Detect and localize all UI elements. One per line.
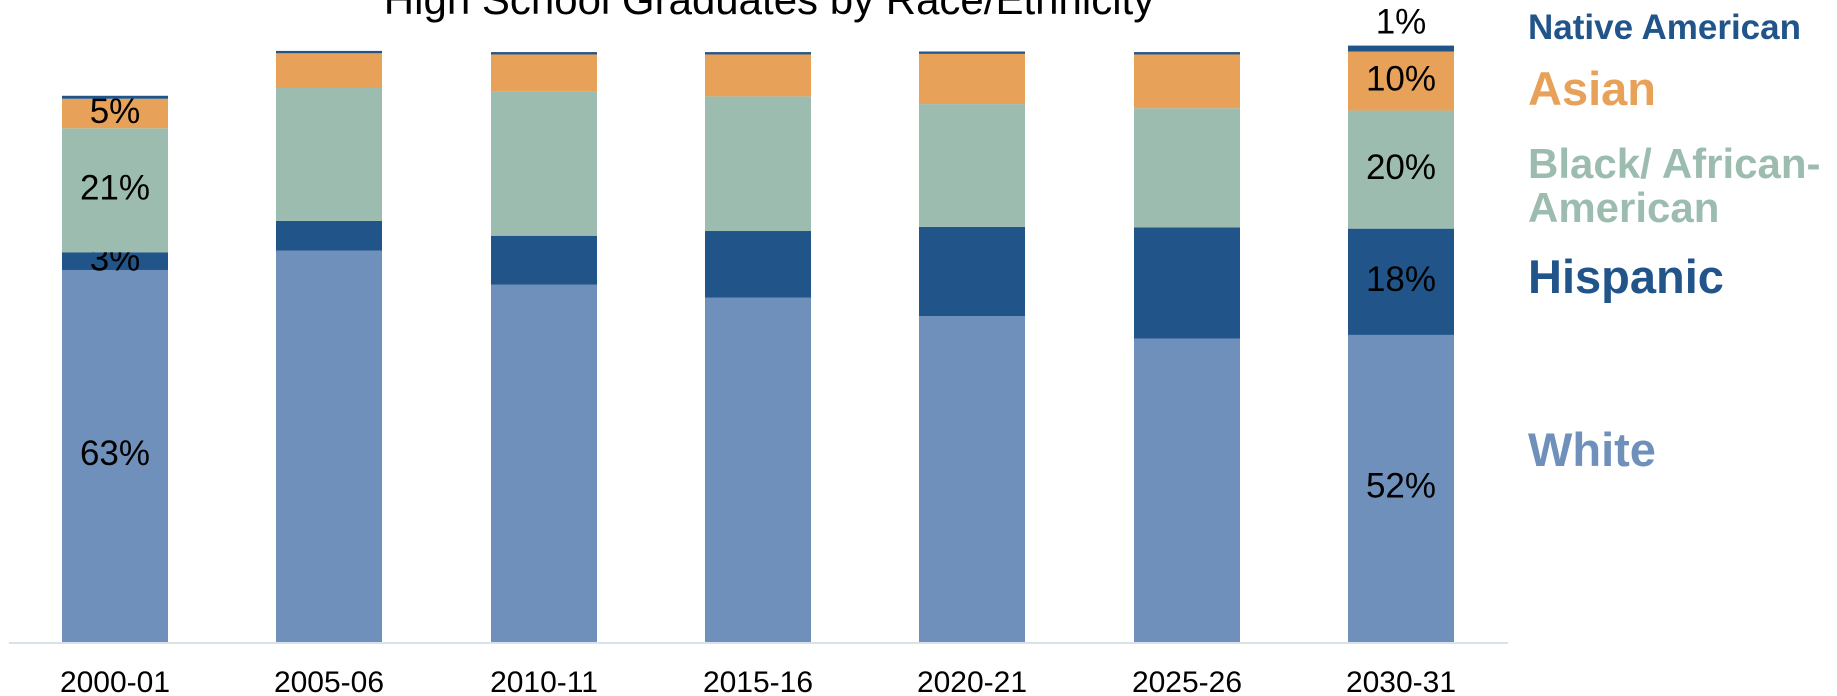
x-tick-label: 2010-11 <box>490 666 598 696</box>
x-tick-label: 2000-01 <box>60 666 170 696</box>
bar-segment <box>919 104 1025 227</box>
bar-segment <box>491 91 597 236</box>
data-label: 10% <box>1366 59 1436 98</box>
bar-segment <box>1134 108 1240 228</box>
bar-segment <box>919 51 1025 54</box>
data-label: 1% <box>1376 2 1427 41</box>
legend-entry: White <box>1528 423 1656 476</box>
bar-segment <box>1134 54 1240 109</box>
bar-segment <box>705 96 811 232</box>
bar-segment <box>1134 52 1240 55</box>
legend-entry: Black/ African-American <box>1528 140 1821 232</box>
bar-segment <box>276 250 382 642</box>
bar-segment <box>491 235 597 285</box>
bar-segment <box>705 297 811 642</box>
bar-segment <box>62 95 168 99</box>
bar-segment <box>919 53 1025 105</box>
bar-segment <box>491 54 597 92</box>
bar-segment <box>491 52 597 55</box>
bar-segment <box>62 252 168 270</box>
legend-entry: Hispanic <box>1528 250 1724 303</box>
bar-segment <box>1348 110 1454 229</box>
legend-entry: Asian <box>1528 62 1656 115</box>
x-tick-label: 2025-26 <box>1132 666 1242 696</box>
bar-segment <box>1134 338 1240 642</box>
bar-segment <box>1134 227 1240 339</box>
bar-segment <box>1348 45 1454 52</box>
bar-segment <box>705 54 811 97</box>
bar-segment <box>919 226 1025 317</box>
x-tick-label: 2020-21 <box>917 666 1027 696</box>
data-label: 63% <box>80 434 150 473</box>
bar-segment <box>62 98 168 129</box>
bar-segment <box>276 220 382 251</box>
x-tick-label: 2015-16 <box>703 666 813 696</box>
bar-segment <box>62 269 168 642</box>
bar-segment <box>276 50 382 54</box>
bar-segment <box>276 87 382 221</box>
x-tick-label: 2030-31 <box>1346 666 1456 696</box>
bar-segment <box>705 52 811 55</box>
legend-entry: Native American <box>1528 8 1801 47</box>
bar-segment <box>919 316 1025 642</box>
chart-title: High School Graduates by Race/Ethnicity <box>384 0 1154 23</box>
data-label: 18% <box>1366 260 1436 299</box>
bar-segment <box>1348 51 1454 111</box>
data-label: 21% <box>80 169 150 208</box>
data-label: 20% <box>1366 148 1436 187</box>
bar-segment <box>276 53 382 88</box>
bar-segment <box>62 128 168 253</box>
bar-segment <box>491 284 597 642</box>
bar-segment <box>1348 334 1454 642</box>
x-tick-label: 2005-06 <box>274 666 384 696</box>
bar-segment <box>705 231 811 298</box>
bar-segment <box>1348 228 1454 335</box>
data-label: 52% <box>1366 467 1436 506</box>
